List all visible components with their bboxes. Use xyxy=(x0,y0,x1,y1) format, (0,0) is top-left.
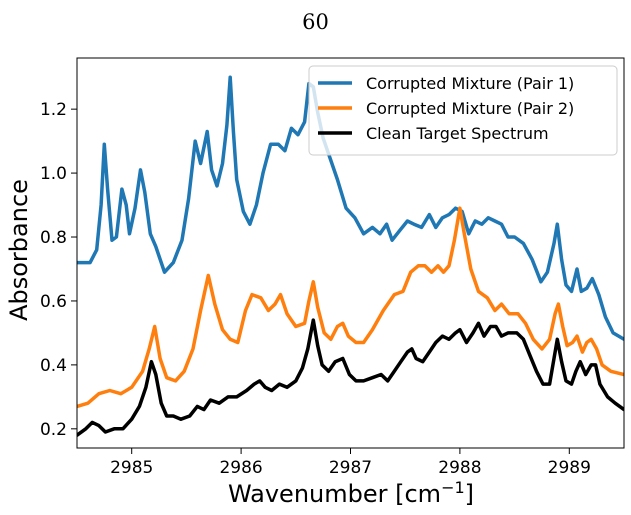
x-tick-label: 2989 xyxy=(548,458,591,478)
page-number: 60 xyxy=(302,10,329,34)
x-axis-label-main: Wavenumber [cm xyxy=(228,480,441,508)
legend-label: Corrupted Mixture (Pair 2) xyxy=(366,99,574,118)
legend-label: Clean Target Spectrum xyxy=(366,124,549,143)
y-tick-label: 0.4 xyxy=(40,356,67,376)
legend-label: Corrupted Mixture (Pair 1) xyxy=(366,74,574,93)
x-axis-label: Wavenumber [cm−1] xyxy=(228,478,474,508)
series-line-3 xyxy=(77,318,624,437)
x-axis: 2985 2986 2987 2988 2989 xyxy=(110,448,591,478)
legend: Corrupted Mixture (Pair 1) Corrupted Mixt… xyxy=(308,65,618,156)
x-axis-label-exponent: −1 xyxy=(441,478,465,497)
y-tick-label: 0.6 xyxy=(40,292,67,312)
y-tick-label: 1.2 xyxy=(40,100,67,120)
x-tick-label: 2988 xyxy=(438,458,481,478)
x-axis-label-end: ] xyxy=(465,480,474,508)
x-tick-label: 2987 xyxy=(329,458,372,478)
y-tick-label: 0.8 xyxy=(40,228,67,248)
legend-box xyxy=(308,65,618,156)
y-axis-label: Absorbance xyxy=(5,179,33,321)
y-tick-label: 1.0 xyxy=(40,164,67,184)
x-tick-label: 2986 xyxy=(219,458,262,478)
x-tick-label: 2985 xyxy=(110,458,153,478)
y-tick-label: 0.2 xyxy=(40,420,67,440)
series-line-2 xyxy=(77,206,624,409)
y-axis: 0.2 0.4 0.6 0.8 1.0 1.2 xyxy=(40,100,77,440)
